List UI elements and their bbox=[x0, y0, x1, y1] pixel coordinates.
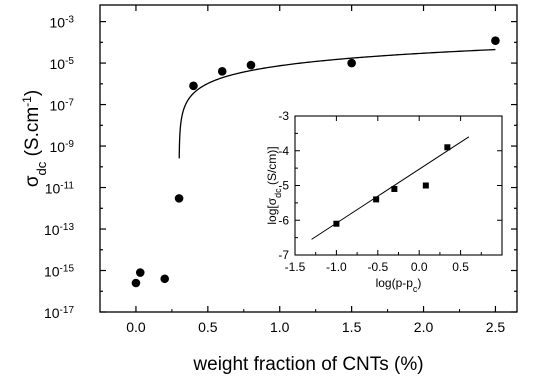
inset-x-tick-label: -0.5 bbox=[367, 260, 388, 274]
inset-y-tick-label: -3 bbox=[278, 109, 289, 123]
inset-data-point bbox=[373, 196, 380, 203]
main-data-point bbox=[246, 60, 256, 70]
inset-data-point bbox=[391, 185, 398, 192]
main-data-point bbox=[217, 67, 227, 76]
main-y-tick-label: 10-5 bbox=[50, 56, 75, 73]
inset-y-tick-label: -5 bbox=[278, 179, 289, 193]
main-data-point bbox=[491, 36, 500, 45]
main-fit-curve bbox=[178, 48, 496, 159]
inset-data-point bbox=[444, 144, 451, 151]
main-x-tick-label: 2.5 bbox=[486, 319, 506, 335]
main-y-tick-label: 10-13 bbox=[44, 222, 74, 239]
main-x-tick-label: 1.5 bbox=[342, 319, 362, 335]
main-plot-frame bbox=[99, 4, 518, 313]
main-y-tick-label: 10-17 bbox=[44, 305, 74, 322]
main-x-tick-label: 0.0 bbox=[126, 319, 146, 335]
inset-y-tick-label: -7 bbox=[278, 248, 289, 262]
main-x-tick-label: 1.0 bbox=[270, 319, 290, 335]
inset-x-tick-label: 0.5 bbox=[452, 260, 469, 274]
main-y-tick-label: 10-9 bbox=[50, 139, 75, 156]
main-data-point bbox=[131, 278, 141, 288]
inset-data-point bbox=[333, 220, 340, 227]
inset-x-tick-label: -1.0 bbox=[326, 260, 347, 274]
main-y-tick-label: 10-3 bbox=[50, 14, 75, 31]
inset-plot-frame bbox=[294, 115, 503, 256]
main-y-tick-label: 10-15 bbox=[44, 263, 74, 280]
inset-chart: -1.5 -1.0 -0.5 0.0 0.5 -7 -6 -5 -4 -3 log(p-pc) log… bbox=[265, 109, 503, 294]
inset-x-axis-label: log(p-pc) bbox=[376, 276, 422, 294]
main-x-axis-label: weight fraction of CNTs (%) bbox=[192, 354, 423, 375]
main-data-point bbox=[189, 81, 198, 91]
main-chart: 0.0 0.5 1.0 1.5 2.0 2.5 10-17 10-15 10-13 10-11 10… bbox=[20, 4, 518, 375]
inset-x-tick-label: -1.5 bbox=[285, 260, 306, 274]
inset-y-axis-label: log[σdc (S/cm)] bbox=[265, 146, 283, 224]
inset-data-point bbox=[422, 182, 429, 189]
inset-y-tick-label: -4 bbox=[278, 144, 289, 158]
main-y-tick-label: 10-11 bbox=[45, 180, 75, 197]
main-x-tick-label: 2.0 bbox=[414, 319, 434, 335]
main-x-tick-label: 0.5 bbox=[198, 319, 218, 335]
main-y-tick-label: 10-7 bbox=[50, 97, 75, 114]
inset-y-tick-label: -6 bbox=[278, 213, 289, 227]
main-y-axis-label: σdc (S.cm-1) bbox=[20, 90, 49, 187]
main-data-point bbox=[160, 274, 170, 284]
inset-x-tick-label: 0.0 bbox=[411, 260, 428, 274]
main-data-point bbox=[135, 268, 145, 277]
main-data-point bbox=[174, 194, 184, 203]
main-data-point bbox=[347, 58, 356, 68]
